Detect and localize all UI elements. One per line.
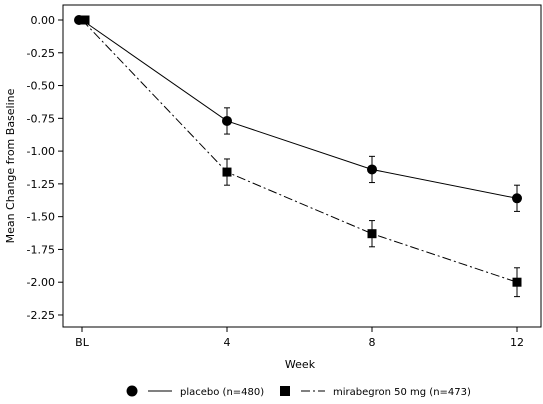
y-tick-label: -0.50 [27,80,55,93]
data-point [367,229,377,239]
data-point [222,115,232,126]
data-point [80,15,90,25]
x-axis-title: Week [285,358,316,371]
plot-area [62,4,542,328]
legend-item: mirabegron 50 mg (n=473) [280,386,471,398]
x-tick-label: BL [75,336,90,349]
y-tick-label: 0.00 [31,14,56,27]
series-line [81,19,518,283]
series-mirabegron [80,15,522,298]
y-tick-label: -1.00 [27,145,55,158]
y-tick-label: -0.75 [27,112,55,125]
x-tick-label: 4 [224,336,231,349]
x-tick-label: 8 [369,336,376,349]
y-axis: 0.00 -0.25 -0.50 -0.75 -1.00 -1.25 -1.50 -1.75 -… [27,14,63,322]
legend-marker [126,385,138,397]
series-line [81,19,518,199]
data-point [512,193,522,204]
y-tick-label: -0.25 [27,47,55,60]
data-point [512,277,522,287]
y-tick-label: -1.50 [27,211,55,224]
series-layer [74,15,522,298]
data-point [367,164,377,175]
y-tick-label: -1.75 [27,243,55,256]
legend: placebo (n=480) mirabegron 50 mg (n=473) [126,385,471,398]
x-tick-label: 12 [510,336,524,349]
y-tick-label: -2.25 [27,309,55,322]
y-tick-label: -1.25 [27,178,55,191]
data-point [222,167,232,177]
y-axis-title: Mean Change from Baseline [4,88,17,243]
y-tick-label: -2.00 [27,276,55,289]
legend-label: mirabegron 50 mg (n=473) [333,387,471,398]
series-placebo [74,15,522,212]
legend-item: placebo (n=480) [126,385,264,398]
legend-label: placebo (n=480) [180,387,264,398]
x-axis: BL 4 8 12 [75,327,524,349]
legend-marker [280,386,290,396]
